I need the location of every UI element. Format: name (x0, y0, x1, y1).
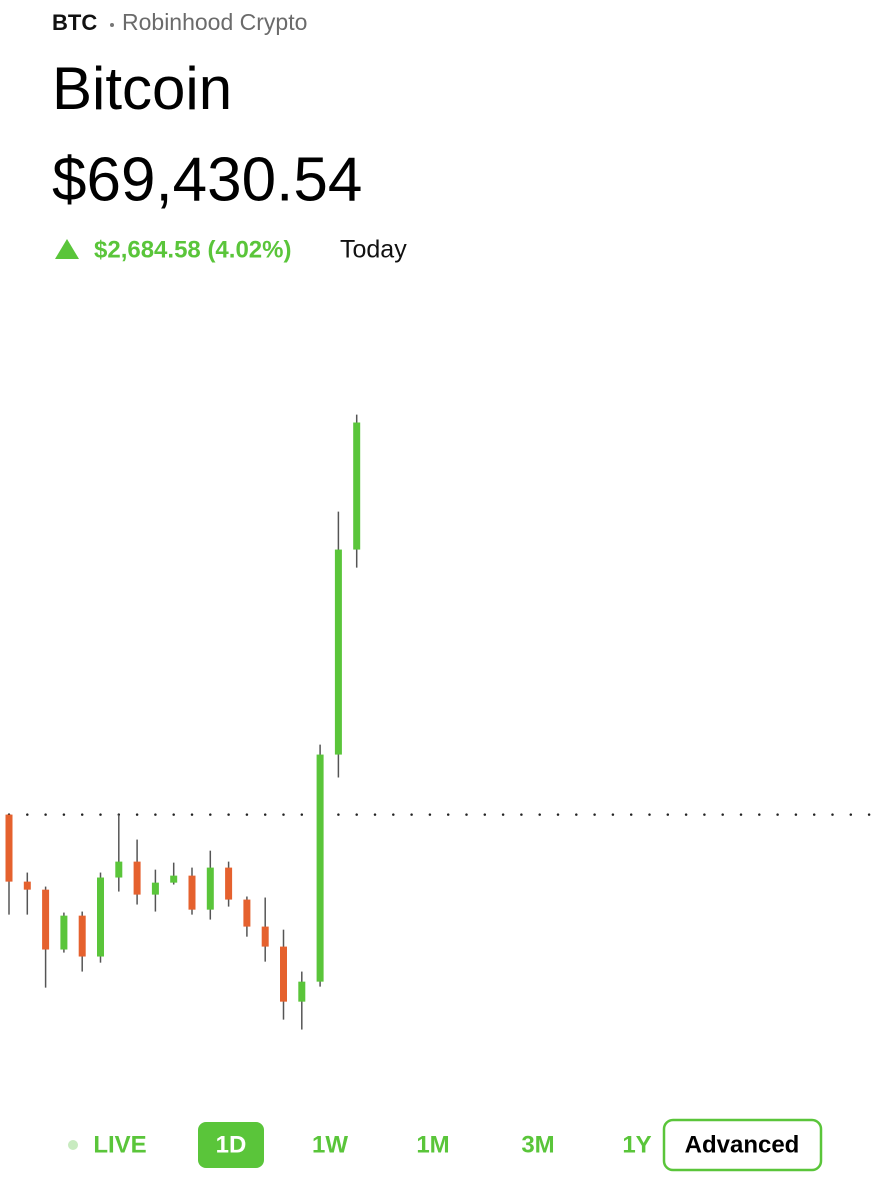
candle-body (151, 882, 159, 895)
candle-body (78, 915, 86, 957)
candle-body (115, 861, 123, 878)
candle-body (261, 926, 269, 947)
candle-body (225, 867, 233, 900)
candle-body (133, 861, 141, 895)
candle-body (170, 875, 178, 883)
price: $69,430.54 (52, 145, 362, 214)
advanced-button-border[interactable] (662, 1118, 823, 1172)
candle-body (5, 814, 13, 882)
chart (5, 414, 877, 1030)
range-controls: LIVE 1D 1W 1M 3M 1Y Advanced (68, 1118, 823, 1172)
range-button[interactable]: 1Y (622, 1131, 651, 1158)
candle-body (60, 915, 68, 950)
candle-body (353, 422, 361, 550)
separator-dot (110, 23, 114, 27)
range-button[interactable]: 1W (312, 1131, 348, 1158)
candle-body (97, 877, 104, 957)
candle-body (280, 946, 287, 1002)
candle-body (188, 875, 196, 910)
advanced-button[interactable]: Advanced (685, 1131, 800, 1158)
ticker: BTC (52, 10, 97, 35)
range-button[interactable]: 1M (416, 1131, 449, 1158)
candle-body (206, 867, 214, 910)
candle-body (334, 549, 342, 755)
period: Today (340, 236, 407, 264)
candle-body (243, 899, 251, 927)
candle-body (42, 889, 50, 950)
live-dot (68, 1140, 78, 1150)
candle-body (23, 881, 31, 890)
range-button[interactable]: 1D (216, 1131, 247, 1158)
candle-body (316, 754, 324, 982)
range-button[interactable]: LIVE (93, 1131, 146, 1158)
candle-body (298, 981, 306, 1002)
selected-pill (198, 1122, 264, 1168)
up-arrow (55, 239, 79, 259)
range-button[interactable]: 3M (521, 1131, 554, 1158)
change: $2,684.58 (4.02%) (94, 236, 291, 263)
asset-name: Bitcoin (52, 55, 232, 122)
source: Robinhood Crypto (122, 9, 307, 35)
